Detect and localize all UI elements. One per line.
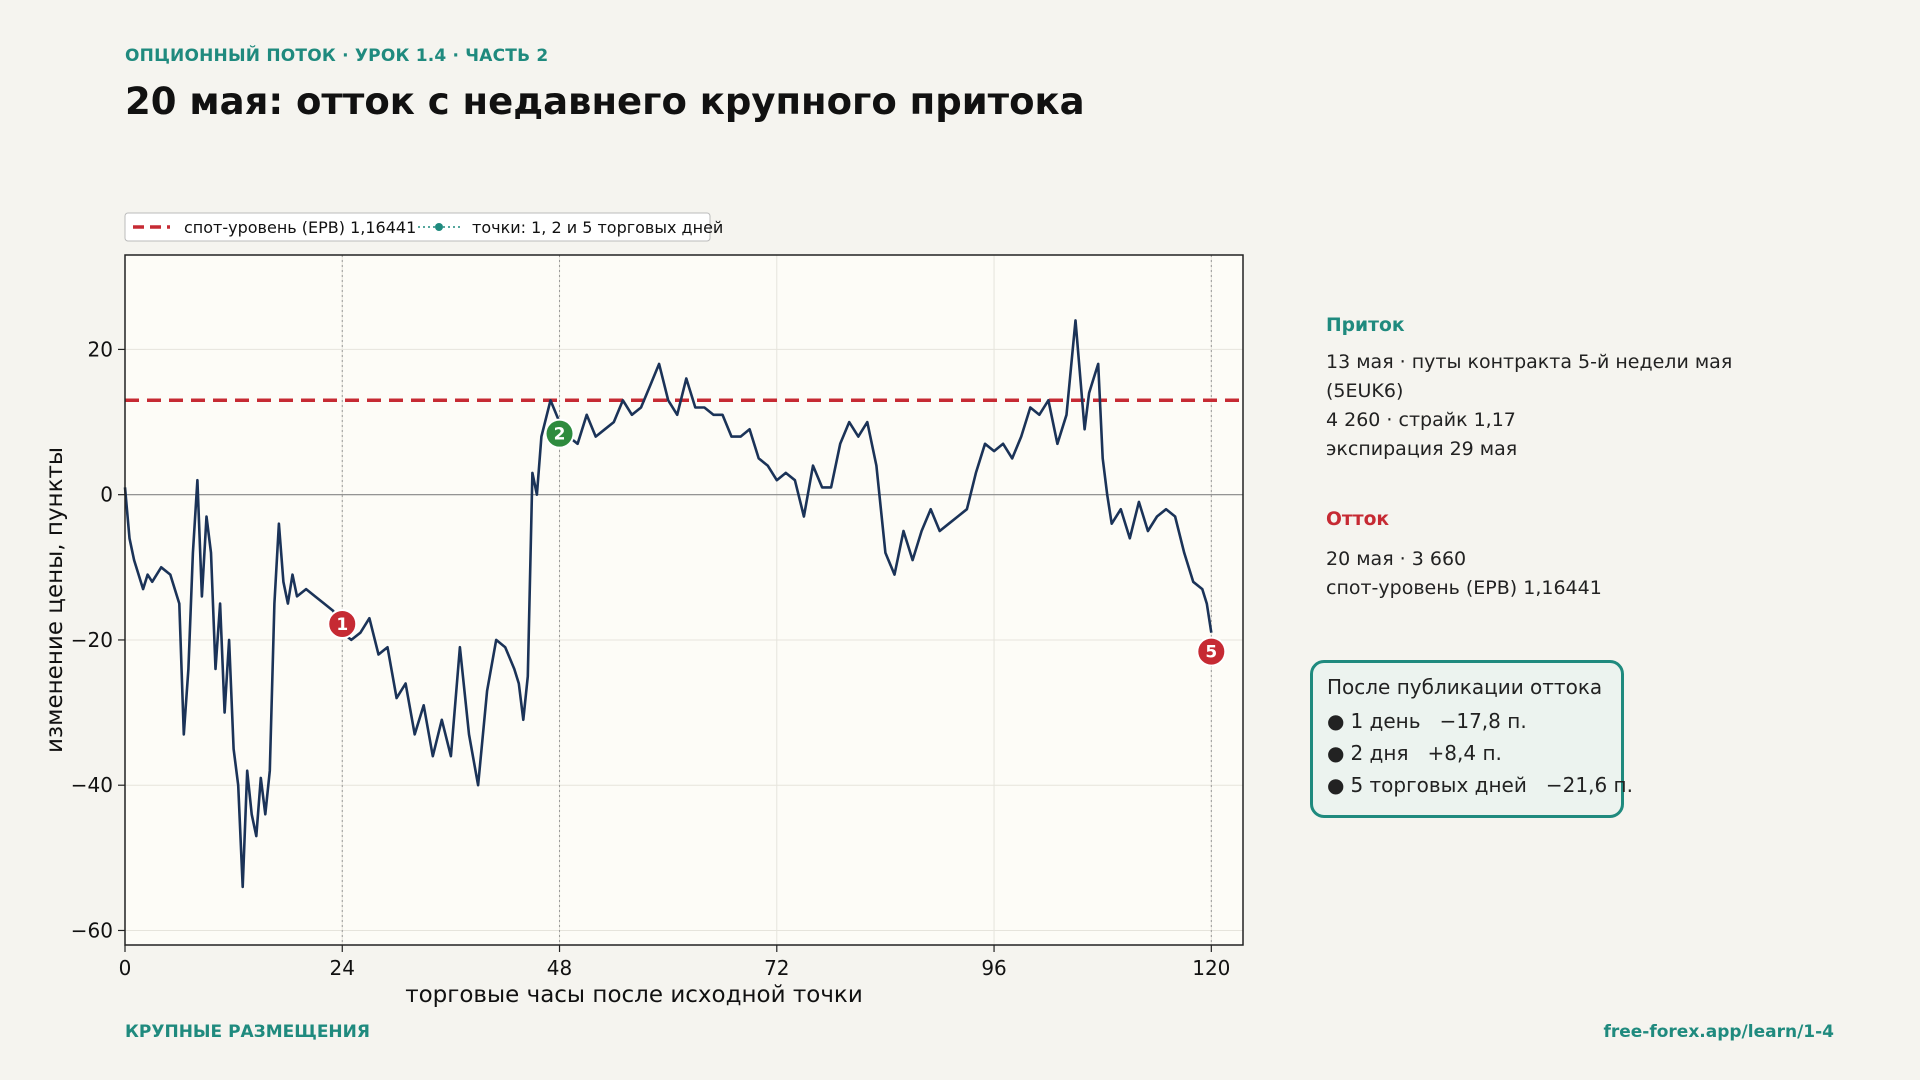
y-tick-label: 0 xyxy=(100,483,113,507)
legend-entry-spot: спот-уровень (ЕРВ) 1,16441 xyxy=(184,218,416,237)
inflow-details: 13 мая · путы контракта 5-й недели мая (… xyxy=(1326,348,1746,464)
after-publication-box: После публикации оттока ● 1 день −17,8 п.… xyxy=(1310,660,1633,818)
day-marker xyxy=(1196,636,1227,667)
footer-link[interactable]: free-forex.app/learn/1-4 xyxy=(1603,1022,1834,1042)
y-tick-label: −20 xyxy=(71,628,113,652)
lesson-kicker: ОПЦИОННЫЙ ПОТОК · УРОК 1.4 · ЧАСТЬ 2 xyxy=(125,46,549,66)
page-title: 20 мая: отток с недавнего крупного прито… xyxy=(125,80,1085,123)
x-tick-label: 96 xyxy=(981,956,1006,980)
x-tick-label: 120 xyxy=(1192,956,1230,980)
day-marker-label: 5 xyxy=(1205,643,1217,663)
plot-area xyxy=(125,255,1243,945)
day-marker xyxy=(544,418,575,449)
y-tick-label: −60 xyxy=(71,918,113,942)
inflow-line: 4 260 · страйк 1,17 xyxy=(1326,409,1516,431)
bullet-icon: ● xyxy=(1327,709,1345,733)
x-axis-label: торговые часы после исходной точки xyxy=(405,982,863,1008)
day-marker-label: 2 xyxy=(554,425,566,445)
day-marker xyxy=(327,608,358,639)
x-tick-label: 0 xyxy=(119,956,132,980)
after-item-text: 5 торговых дней −21,6 п. xyxy=(1350,773,1633,797)
inflow-line: 13 мая · путы контракта 5-й недели мая (… xyxy=(1326,351,1733,402)
footer-section-label: КРУПНЫЕ РАЗМЕЩЕНИЯ xyxy=(125,1022,370,1042)
x-tick-label: 48 xyxy=(547,956,572,980)
outflow-title: Отток xyxy=(1326,508,1390,530)
after-item-text: 1 день −17,8 п. xyxy=(1350,709,1527,733)
outflow-line: 20 мая · 3 660 xyxy=(1326,548,1467,570)
after-box-item: ● 1 день −17,8 п. xyxy=(1327,705,1607,737)
after-item-text: 2 дня +8,4 п. xyxy=(1350,741,1502,765)
plot-frame xyxy=(124,254,1244,946)
y-tick-label: 20 xyxy=(88,337,113,361)
outflow-line: спот-уровень (ЕРВ) 1,16441 xyxy=(1326,577,1602,599)
after-box-title: После публикации оттока xyxy=(1327,675,1603,699)
y-axis-label: изменение цены, пункты xyxy=(42,447,68,753)
after-box-item: ● 2 дня +8,4 п. xyxy=(1327,737,1607,769)
chart-legend: спот-уровень (ЕРВ) 1,16441 точки: 1, 2 и … xyxy=(124,212,723,242)
outflow-details: 20 мая · 3 660 спот-уровень (ЕРВ) 1,1644… xyxy=(1326,545,1826,603)
inflow-line: экспирация 29 мая xyxy=(1326,438,1518,460)
y-tick-label: −40 xyxy=(71,773,113,797)
bullet-icon: ● xyxy=(1327,773,1345,797)
legend-box xyxy=(124,212,711,242)
after-box-item: ● 5 торговых дней −21,6 п. xyxy=(1327,769,1633,801)
x-tick-label: 72 xyxy=(764,956,789,980)
bullet-icon: ● xyxy=(1327,741,1345,765)
legend-points-dot xyxy=(435,223,443,231)
price-series-line xyxy=(123,319,1213,889)
day-marker-label: 1 xyxy=(336,615,348,635)
legend-entry-points: точки: 1, 2 и 5 торговых дней xyxy=(472,218,723,237)
x-tick-label: 24 xyxy=(330,956,355,980)
inflow-title: Приток xyxy=(1326,314,1405,336)
